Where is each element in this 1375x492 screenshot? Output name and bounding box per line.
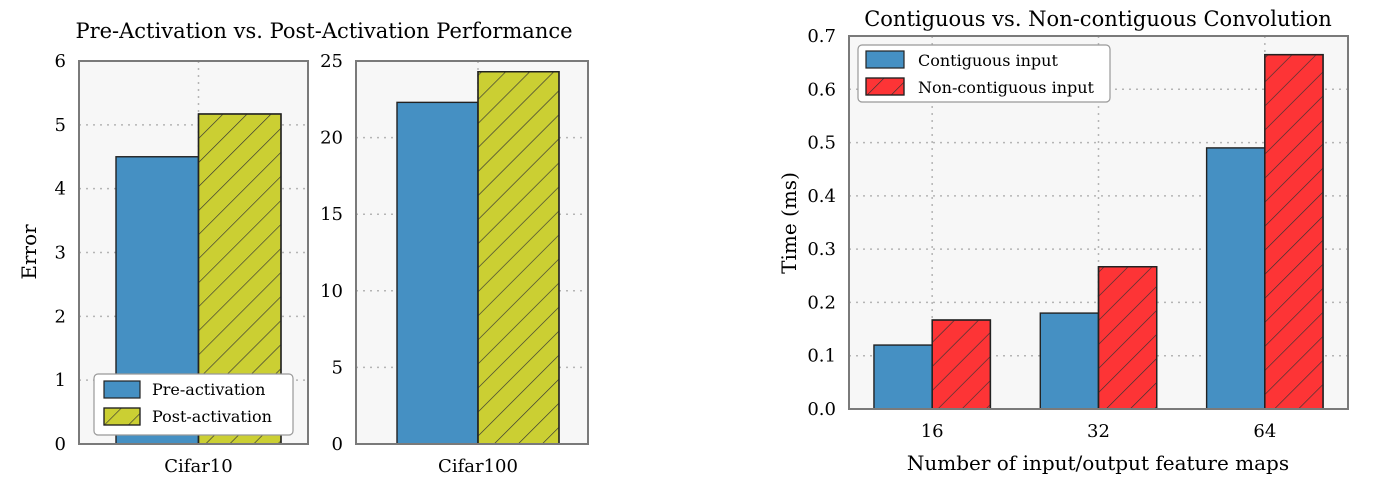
conv-bar-contiguous-input-16 [873, 344, 933, 410]
legend-label-non-contiguous: Non-contiguous input [918, 78, 1095, 97]
right-x-axis-label: Number of input/output feature maps [907, 451, 1289, 475]
conv-x-tick-label: 16 [921, 421, 944, 442]
cifar100-y-tick-label: 5 [332, 357, 343, 378]
right-legend-box [857, 44, 1111, 103]
cifar100-bar-post-activation-cifar100-hatch [477, 71, 560, 445]
right-y-axis-label: Time (ms) [777, 172, 801, 274]
conv-y-tick-label: 0.2 [807, 292, 836, 313]
cifar10-y-tick-label: 4 [55, 179, 66, 200]
conv-y-tick-label: 0.1 [807, 346, 836, 367]
cifar100-y-tick-label: 25 [320, 51, 343, 72]
legend-swatch-contiguous [865, 50, 905, 69]
cifar10-y-tick-label: 0 [55, 434, 66, 455]
conv-frame [848, 35, 1349, 410]
cifar10-y-tick-label: 5 [55, 115, 66, 136]
legend-label-pre-activation: Pre-activation [152, 380, 265, 399]
conv-y-tick-label: 0.0 [807, 399, 836, 420]
right-chart-title: Contiguous vs. Non-contiguous Convolutio… [864, 7, 1332, 31]
left-legend: Pre-activation Post-activation [93, 373, 294, 436]
cifar10-frame [78, 60, 309, 445]
legend-swatch-non-contiguous-hatch [865, 77, 905, 96]
cifar100-y-tick-label: 15 [320, 204, 343, 225]
legend-swatch-post-activation-hatch [103, 407, 141, 426]
conv-bar-non-contiguous-input-64-hatch [1264, 53, 1324, 410]
conv-y-tick-label: 0.5 [807, 133, 836, 154]
cifar100-frame [355, 60, 589, 445]
cifar100-x-tick-label: Cifar100 [438, 456, 518, 477]
conv-bar-contiguous-input-64 [1205, 147, 1266, 410]
conv-y-tick-label: 0.6 [807, 79, 836, 100]
conv-y-tick-label: 0.7 [807, 26, 836, 47]
conv-bar-non-contiguous-input-32-hatch [1097, 266, 1158, 410]
cifar10-y-tick-label: 2 [55, 306, 66, 327]
left-chart-title: Pre-Activation vs. Post-Activation Perfo… [75, 19, 572, 43]
conv-bar-contiguous-input-32 [1039, 312, 1100, 410]
legend-label-contiguous: Contiguous input [918, 51, 1058, 70]
conv-y-tick-label: 0.3 [807, 239, 836, 260]
cifar10-y-tick-label: 1 [55, 370, 66, 391]
cifar10-y-tick-label: 6 [55, 51, 66, 72]
conv-y-tick-label: 0.4 [807, 186, 836, 207]
cifar100-y-tick-label: 10 [320, 281, 343, 302]
cifar100-y-tick-label: 0 [332, 434, 343, 455]
legend-swatch-pre-activation [103, 380, 141, 399]
cifar100-y-tick-label: 20 [320, 128, 343, 149]
left-legend-box [93, 373, 294, 436]
cifar100-bar-pre-activation-cifar100 [396, 101, 479, 445]
right-legend: Contiguous input Non-contiguous input [857, 44, 1111, 103]
cifar10-x-tick-label: Cifar10 [164, 456, 232, 477]
legend-label-post-activation: Post-activation [152, 407, 272, 426]
cifar10-y-tick-label: 3 [55, 243, 66, 264]
cifar100-panel: 0 5 10 15 20 25 Cifar100 [320, 51, 589, 477]
conv-bar-non-contiguous-input-16-hatch [931, 319, 992, 410]
left-y-axis-label: Error [17, 224, 41, 280]
conv-x-tick-label: 64 [1253, 421, 1276, 442]
conv-x-tick-label: 32 [1087, 421, 1110, 442]
